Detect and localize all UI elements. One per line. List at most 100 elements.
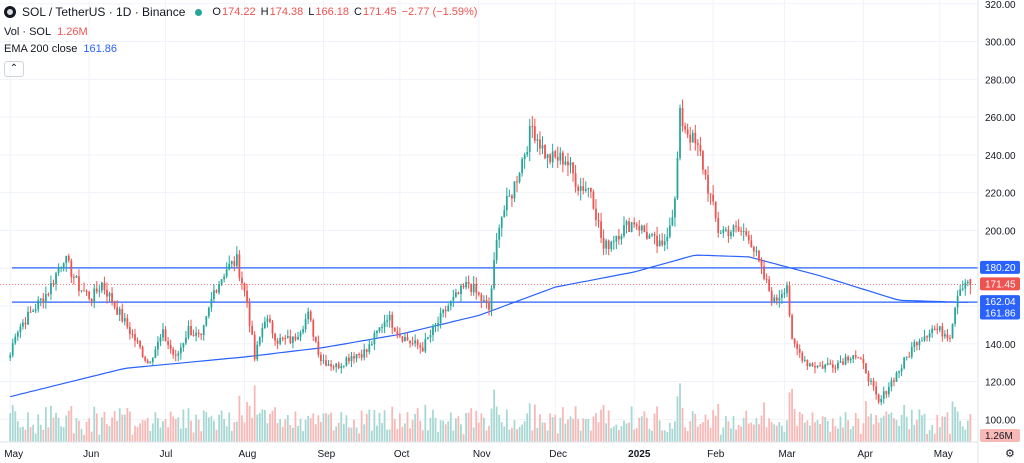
candle-body [796, 343, 799, 349]
volume-bar [9, 413, 12, 442]
candle-body [826, 363, 829, 365]
volume-bar [819, 424, 821, 442]
volume-bar [780, 425, 783, 442]
volume-bar [205, 412, 208, 442]
candle-body [595, 208, 597, 221]
volume-bar [460, 424, 462, 442]
settings-gear-icon[interactable]: ⚙ [1005, 447, 1015, 460]
candle-body [398, 334, 401, 337]
volume-bar [518, 426, 521, 442]
price-label-text: 161.86 [985, 308, 1016, 319]
candle-body [190, 325, 192, 336]
volume-bar [322, 413, 325, 442]
ema-indicator[interactable]: EMA 200 close 161.86 [4, 41, 482, 57]
horizontal-levels[interactable] [0, 267, 978, 303]
volume-bar [65, 415, 68, 442]
volume-bar [55, 412, 57, 442]
candle-body [386, 320, 389, 322]
time-tick-label: Nov [473, 449, 491, 460]
candle-body [877, 394, 880, 403]
volume-bar [630, 406, 633, 442]
volume-bar [959, 420, 962, 442]
volume-bar [910, 409, 913, 442]
volume-bar [508, 429, 511, 442]
candle-body [867, 373, 870, 382]
volume-bar [24, 429, 27, 442]
price-tick-label: 120.00 [985, 378, 1016, 389]
candle-body [381, 327, 383, 329]
volume-bar [213, 420, 215, 442]
candle-body [393, 327, 396, 332]
candle-body [551, 151, 554, 163]
volume-bar [696, 426, 699, 442]
candle-body [113, 302, 116, 308]
volume-bar [398, 413, 401, 442]
volume-bar [16, 421, 19, 442]
volume-bar [355, 427, 358, 442]
volume-bar [686, 431, 689, 442]
candle-body [368, 344, 371, 352]
candle-body [457, 292, 460, 295]
collapse-legend-button[interactable]: ⌃ [4, 61, 24, 77]
volume-bar [824, 417, 827, 442]
candle-body [19, 326, 22, 333]
price-tick-label: 140.00 [985, 340, 1016, 351]
volume-bar [70, 406, 73, 442]
volume-bar [536, 427, 539, 442]
volume-bar [755, 418, 758, 442]
volume-bar [724, 415, 727, 442]
volume-bar [75, 417, 78, 442]
candle-body [118, 309, 121, 315]
candle-body [684, 126, 687, 130]
volume-bar [29, 427, 32, 442]
symbol-title[interactable]: SOL / TetherUS · 1D · Binance [22, 5, 186, 19]
volume-bar [111, 417, 113, 442]
volume-bar [128, 411, 131, 442]
candle-body [714, 201, 717, 218]
volume-bar [50, 405, 52, 442]
candle-body [834, 367, 837, 369]
candle-body [358, 354, 361, 356]
volume-bar [528, 403, 531, 442]
volume-bar [882, 415, 885, 442]
candle-body [780, 294, 783, 298]
volume-bar [714, 415, 717, 442]
volume-bar [646, 417, 648, 442]
candle-body [477, 292, 480, 295]
candle-body [223, 276, 226, 280]
candle-body [880, 398, 883, 403]
candle-body [696, 143, 699, 145]
candle-body [391, 314, 394, 328]
volume-bar [862, 423, 865, 442]
volume-bar [243, 422, 246, 442]
volume-bar [867, 416, 870, 442]
volume-indicator[interactable]: Vol · SOL 1.26M [4, 24, 482, 40]
candle-body [465, 281, 467, 288]
volume-bar [796, 426, 799, 442]
volume-bar [228, 412, 231, 442]
volume-bar [363, 424, 366, 442]
volume-bar [816, 420, 819, 442]
candle-body [378, 327, 381, 332]
volume-bar [521, 424, 524, 442]
candle-body [162, 329, 164, 338]
volume-bar [335, 426, 338, 442]
candle-body [350, 356, 353, 362]
time-tick-label: Mar [778, 449, 796, 460]
volume-bar [577, 418, 580, 442]
candle-body [717, 217, 720, 233]
candle-body [261, 328, 264, 338]
volume-bar [809, 425, 811, 442]
candle-body [750, 240, 753, 248]
volume-bar [859, 433, 862, 442]
volume-bar [401, 426, 404, 442]
candle-body [75, 276, 78, 278]
candle-body [472, 283, 475, 293]
candle-body [898, 371, 900, 373]
candle-body [559, 152, 562, 161]
candle-body [271, 321, 274, 334]
candle-body [85, 291, 88, 293]
volume-bar [503, 426, 506, 442]
volume-bar [439, 420, 442, 442]
